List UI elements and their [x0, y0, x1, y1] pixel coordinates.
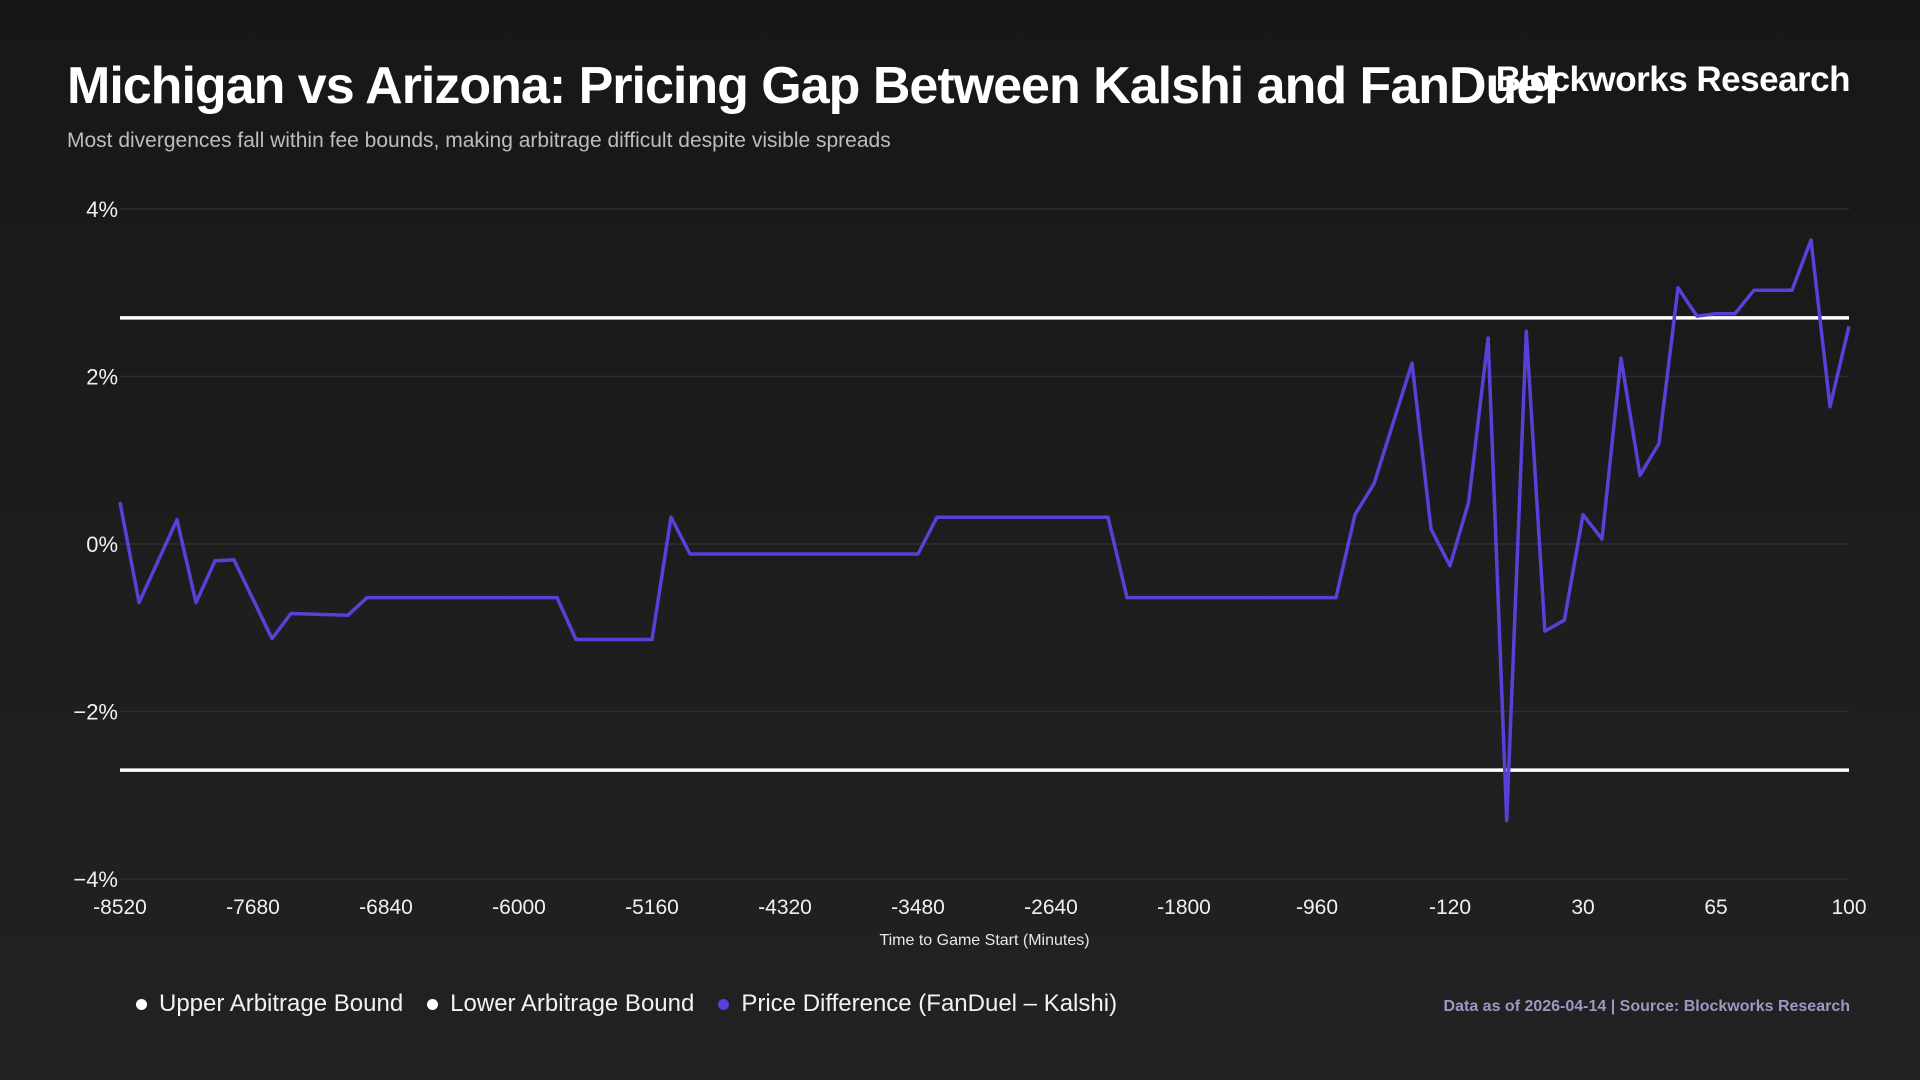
legend-marker: [427, 998, 439, 1010]
price-difference-line: [118, 238, 1851, 823]
y-tick-label: 2%: [86, 365, 118, 390]
x-tick-label: 100: [1831, 896, 1866, 919]
legend-label: Lower Arbitrage Bound: [450, 990, 695, 1017]
x-tick-label: -2640: [1024, 896, 1078, 919]
x-tick-label: -960: [1296, 896, 1338, 919]
x-tick-label: 30: [1571, 896, 1594, 919]
legend-label: Price Difference (FanDuel – Kalshi): [741, 990, 1118, 1017]
y-tick-label: −2%: [73, 700, 118, 725]
x-axis-title: Time to Game Start (Minutes): [879, 932, 1089, 949]
x-tick-label: -1800: [1157, 896, 1211, 919]
legend-marker: [718, 998, 730, 1010]
x-tick-label: -6840: [359, 896, 413, 919]
brand-logo: Blockworks Research: [1495, 60, 1851, 99]
legend-label: Upper Arbitrage Bound: [159, 990, 404, 1017]
chart-title: Michigan vs Arizona: Pricing Gap Between…: [67, 57, 1559, 115]
legend-item-lower-bound[interactable]: Lower Arbitrage Bound: [427, 990, 694, 1018]
x-tick-label: -4320: [758, 896, 812, 919]
x-tick-label: -8520: [93, 896, 147, 919]
legend-marker: [136, 998, 147, 1010]
x-tick-label: -6000: [492, 896, 546, 919]
legend-item-upper-bound[interactable]: Upper Arbitrage Bound: [136, 990, 403, 1018]
y-tick-label: 0%: [86, 532, 118, 557]
legend-item-price-difference[interactable]: Price Difference (FanDuel – Kalshi): [718, 990, 1117, 1018]
x-tick-label: -3480: [891, 896, 945, 919]
x-tick-label: 65: [1704, 896, 1727, 919]
chart-subtitle: Most divergences fall within fee bounds,…: [67, 129, 891, 152]
source-note: Data as of 2026-04-14 | Source: Blockwor…: [1443, 998, 1850, 1015]
x-tick-label: -7680: [226, 896, 280, 919]
y-tick-label: 4%: [86, 197, 118, 222]
x-tick-label: -120: [1429, 896, 1471, 919]
y-tick-label: −4%: [73, 867, 118, 892]
legend: Upper Arbitrage Bound Lower Arbitrage Bo…: [136, 990, 1117, 1018]
x-tick-label: -5160: [625, 896, 679, 919]
